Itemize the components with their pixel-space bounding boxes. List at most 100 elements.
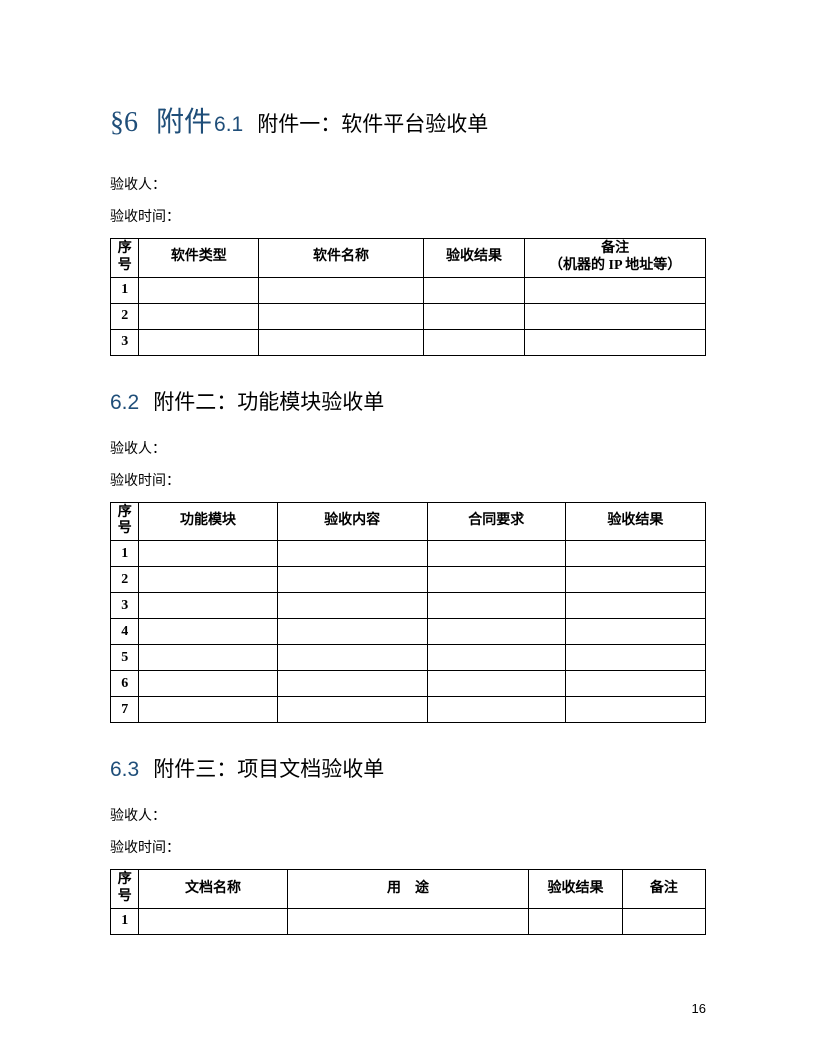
col-header: 用 途: [287, 870, 529, 909]
heading-62: 6.2 附件二：功能模块验收单: [110, 386, 706, 416]
main-heading: § 6 附件 6.1 附件一：软件平台验收单: [110, 100, 706, 140]
col-header: 验收结果: [423, 239, 525, 278]
col-header: 软件类型: [139, 239, 259, 278]
data-cell: [277, 671, 427, 697]
data-cell: [139, 329, 259, 355]
table-row: 1: [111, 277, 706, 303]
time-label-3: 验收时间：: [110, 837, 706, 857]
subsection-title-62: 附件二：功能模块验收单: [153, 386, 384, 416]
col-header: 验收内容: [277, 502, 427, 541]
data-cell: [139, 593, 277, 619]
table-row: 4: [111, 619, 706, 645]
col-seq-header: 序号: [111, 502, 139, 541]
seq-cell: 6: [111, 671, 139, 697]
data-cell: [427, 541, 565, 567]
seq-cell: 7: [111, 697, 139, 723]
data-cell: [139, 303, 259, 329]
data-cell: [287, 908, 529, 934]
col-seq-header: 序号: [111, 239, 139, 278]
data-cell: [277, 645, 427, 671]
data-cell: [427, 593, 565, 619]
col-header: 验收结果: [529, 870, 622, 909]
section-symbol: §: [110, 107, 124, 139]
data-cell: [427, 619, 565, 645]
data-cell: [139, 697, 277, 723]
col-header: 合同要求: [427, 502, 565, 541]
col-header: 软件名称: [259, 239, 423, 278]
data-cell: [259, 329, 423, 355]
table-row: 6: [111, 671, 706, 697]
data-cell: [139, 671, 277, 697]
table-row: 2: [111, 303, 706, 329]
seq-cell: 3: [111, 329, 139, 355]
data-cell: [139, 619, 277, 645]
col-header: 备注: [622, 870, 705, 909]
data-cell: [139, 645, 277, 671]
data-cell: [565, 697, 705, 723]
table-software-acceptance: 序号软件类型软件名称验收结果备注（机器的 IP 地址等） 123: [110, 238, 706, 356]
data-cell: [139, 908, 287, 934]
seq-cell: 1: [111, 277, 139, 303]
data-cell: [139, 277, 259, 303]
data-cell: [427, 697, 565, 723]
table-row: 1: [111, 908, 706, 934]
seq-cell: 4: [111, 619, 139, 645]
table-row: 2: [111, 567, 706, 593]
section-62-body: 验收人： 验收时间： 序号功能模块验收内容合同要求验收结果 1234567: [110, 438, 706, 724]
data-cell: [139, 567, 277, 593]
col-header: 验收结果: [565, 502, 705, 541]
data-cell: [525, 329, 706, 355]
table-row: 3: [111, 329, 706, 355]
seq-cell: 2: [111, 567, 139, 593]
table-row: 7: [111, 697, 706, 723]
data-cell: [529, 908, 622, 934]
table-function-acceptance: 序号功能模块验收内容合同要求验收结果 1234567: [110, 502, 706, 724]
subsection-number-63: 6.3: [110, 758, 139, 782]
data-cell: [427, 645, 565, 671]
data-cell: [622, 908, 705, 934]
seq-cell: 1: [111, 908, 139, 934]
subsection-number-62: 6.2: [110, 391, 139, 415]
data-cell: [259, 303, 423, 329]
col-header: 功能模块: [139, 502, 277, 541]
data-cell: [139, 541, 277, 567]
page-number: 16: [692, 1001, 706, 1016]
section-title: 附件: [156, 100, 212, 140]
subsection-number-61: 6.1: [214, 113, 243, 137]
data-cell: [565, 645, 705, 671]
data-cell: [565, 541, 705, 567]
col-seq-header: 序号: [111, 870, 139, 909]
section-63-body: 验收人： 验收时间： 序号文档名称用 途验收结果备注 1: [110, 805, 706, 935]
inspector-label-2: 验收人：: [110, 438, 706, 458]
data-cell: [525, 303, 706, 329]
table-row: 5: [111, 645, 706, 671]
col-header: 文档名称: [139, 870, 287, 909]
table-row: 3: [111, 593, 706, 619]
inspector-label-1: 验收人：: [110, 174, 706, 194]
subsection-title-63: 附件三：项目文档验收单: [153, 753, 384, 783]
data-cell: [277, 541, 427, 567]
data-cell: [525, 277, 706, 303]
data-cell: [259, 277, 423, 303]
data-cell: [423, 277, 525, 303]
data-cell: [277, 567, 427, 593]
data-cell: [565, 567, 705, 593]
data-cell: [565, 671, 705, 697]
time-label-2: 验收时间：: [110, 470, 706, 490]
data-cell: [277, 619, 427, 645]
seq-cell: 5: [111, 645, 139, 671]
section-61-body: 验收人： 验收时间： 序号软件类型软件名称验收结果备注（机器的 IP 地址等） 1…: [110, 174, 706, 356]
subsection-title-61: 附件一：软件平台验收单: [257, 108, 488, 138]
time-label-1: 验收时间：: [110, 206, 706, 226]
seq-cell: 2: [111, 303, 139, 329]
heading-63: 6.3 附件三：项目文档验收单: [110, 753, 706, 783]
data-cell: [277, 697, 427, 723]
data-cell: [427, 567, 565, 593]
inspector-label-3: 验收人：: [110, 805, 706, 825]
data-cell: [277, 593, 427, 619]
col-header: 备注（机器的 IP 地址等）: [525, 239, 706, 278]
seq-cell: 1: [111, 541, 139, 567]
data-cell: [427, 671, 565, 697]
data-cell: [565, 593, 705, 619]
section-number: 6: [124, 107, 138, 139]
